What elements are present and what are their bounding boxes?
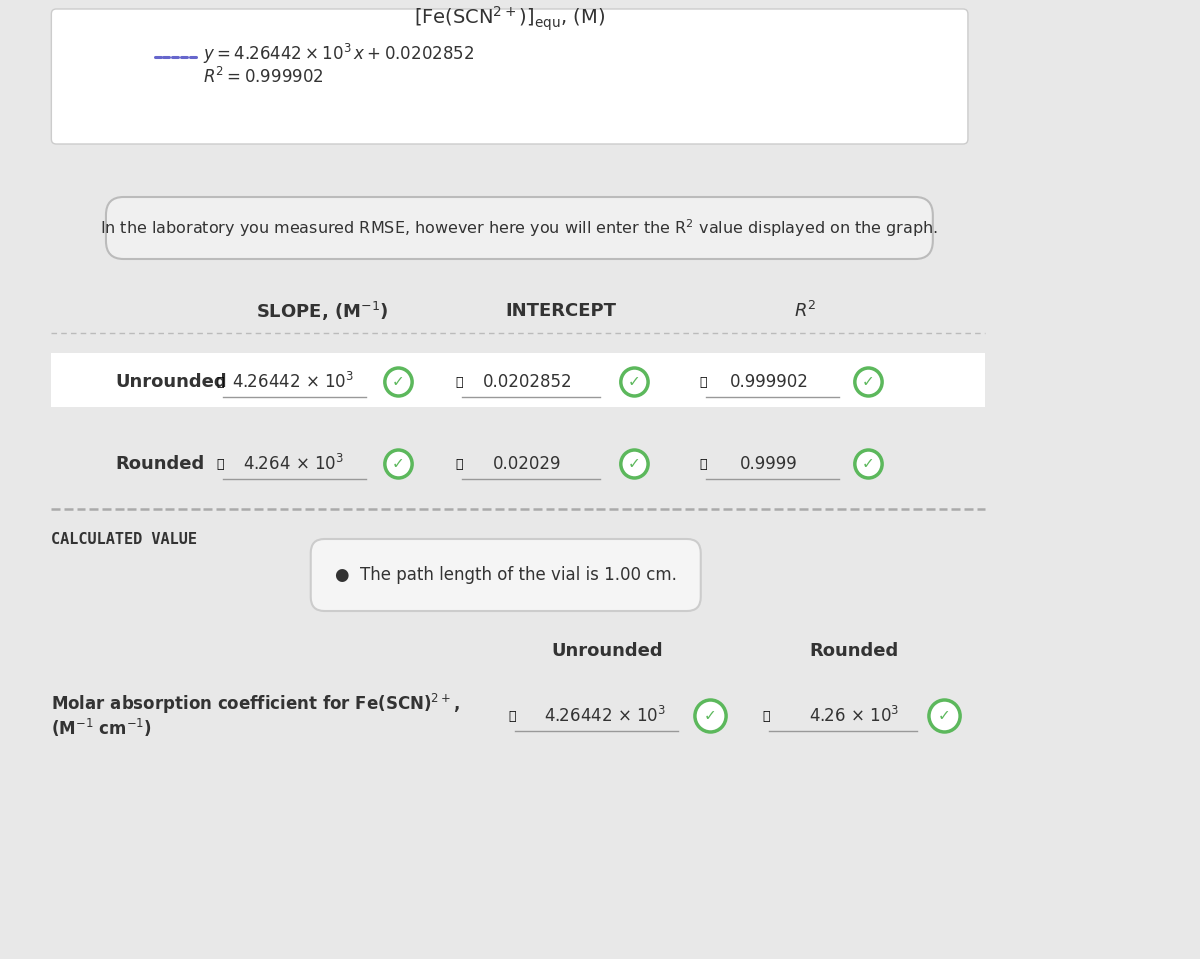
Text: $R^2$: $R^2$ xyxy=(794,301,816,321)
Text: 🔒: 🔒 xyxy=(762,710,770,722)
Text: ✓: ✓ xyxy=(862,456,875,472)
Text: 0.0202852: 0.0202852 xyxy=(482,373,572,391)
Text: In the laboratory you measured RMSE, however here you will enter the R$^2$ value: In the laboratory you measured RMSE, how… xyxy=(101,217,938,239)
Text: 🔒: 🔒 xyxy=(698,457,707,471)
Text: 🔒: 🔒 xyxy=(216,376,223,388)
Text: ✓: ✓ xyxy=(392,456,404,472)
Text: ●  The path length of the vial is 1.00 cm.: ● The path length of the vial is 1.00 cm… xyxy=(335,566,677,584)
Circle shape xyxy=(854,368,882,396)
FancyBboxPatch shape xyxy=(106,197,932,259)
Text: (M$^{-1}$ cm$^{-1}$): (M$^{-1}$ cm$^{-1}$) xyxy=(52,717,152,739)
Text: 0.999902: 0.999902 xyxy=(730,373,809,391)
Text: 🔒: 🔒 xyxy=(216,457,223,471)
Text: Unrounded: Unrounded xyxy=(551,642,662,660)
Circle shape xyxy=(854,450,882,478)
Text: ✓: ✓ xyxy=(862,375,875,389)
Text: SLOPE, (M$^{-1}$): SLOPE, (M$^{-1}$) xyxy=(256,299,389,322)
FancyBboxPatch shape xyxy=(52,353,985,407)
Text: 4.264 × 10$^3$: 4.264 × 10$^3$ xyxy=(242,454,343,474)
Text: ✓: ✓ xyxy=(628,456,641,472)
Text: [Fe(SCN$^{2+}$)]$_\mathrm{equ}$, (M): [Fe(SCN$^{2+}$)]$_\mathrm{equ}$, (M) xyxy=(414,5,605,34)
Text: ✓: ✓ xyxy=(938,709,950,723)
Circle shape xyxy=(385,368,412,396)
Text: Rounded: Rounded xyxy=(809,642,899,660)
Text: 0.9999: 0.9999 xyxy=(740,455,798,473)
Text: Molar absorption coefficient for Fe(SCN)$^{2+}$,: Molar absorption coefficient for Fe(SCN)… xyxy=(52,692,460,716)
Text: 🔒: 🔒 xyxy=(455,457,463,471)
Text: ✓: ✓ xyxy=(392,375,404,389)
Circle shape xyxy=(385,450,412,478)
Text: ✓: ✓ xyxy=(628,375,641,389)
FancyBboxPatch shape xyxy=(52,435,985,489)
Text: 4.26 × 10$^3$: 4.26 × 10$^3$ xyxy=(809,706,899,726)
Text: 🔒: 🔒 xyxy=(455,376,463,388)
Text: $y = 4.26442 \times 10^3\, x + 0.0202852$: $y = 4.26442 \times 10^3\, x + 0.0202852… xyxy=(204,42,475,66)
Text: INTERCEPT: INTERCEPT xyxy=(506,302,617,320)
Text: CALCULATED VALUE: CALCULATED VALUE xyxy=(52,531,197,547)
Circle shape xyxy=(929,700,960,732)
Text: 4.26442 × 10$^3$: 4.26442 × 10$^3$ xyxy=(544,706,666,726)
Circle shape xyxy=(620,450,648,478)
Circle shape xyxy=(695,700,726,732)
FancyBboxPatch shape xyxy=(52,9,968,144)
Text: $R^2 = 0.999902$: $R^2 = 0.999902$ xyxy=(204,67,324,87)
Circle shape xyxy=(620,368,648,396)
Text: 4.26442 × 10$^3$: 4.26442 × 10$^3$ xyxy=(232,372,354,392)
Text: Unrounded: Unrounded xyxy=(115,373,227,391)
Text: Rounded: Rounded xyxy=(115,455,205,473)
Text: 0.02029: 0.02029 xyxy=(493,455,562,473)
Text: 🔒: 🔒 xyxy=(698,376,707,388)
Text: ✓: ✓ xyxy=(704,709,716,723)
Text: 🔒: 🔒 xyxy=(509,710,516,722)
FancyBboxPatch shape xyxy=(311,539,701,611)
